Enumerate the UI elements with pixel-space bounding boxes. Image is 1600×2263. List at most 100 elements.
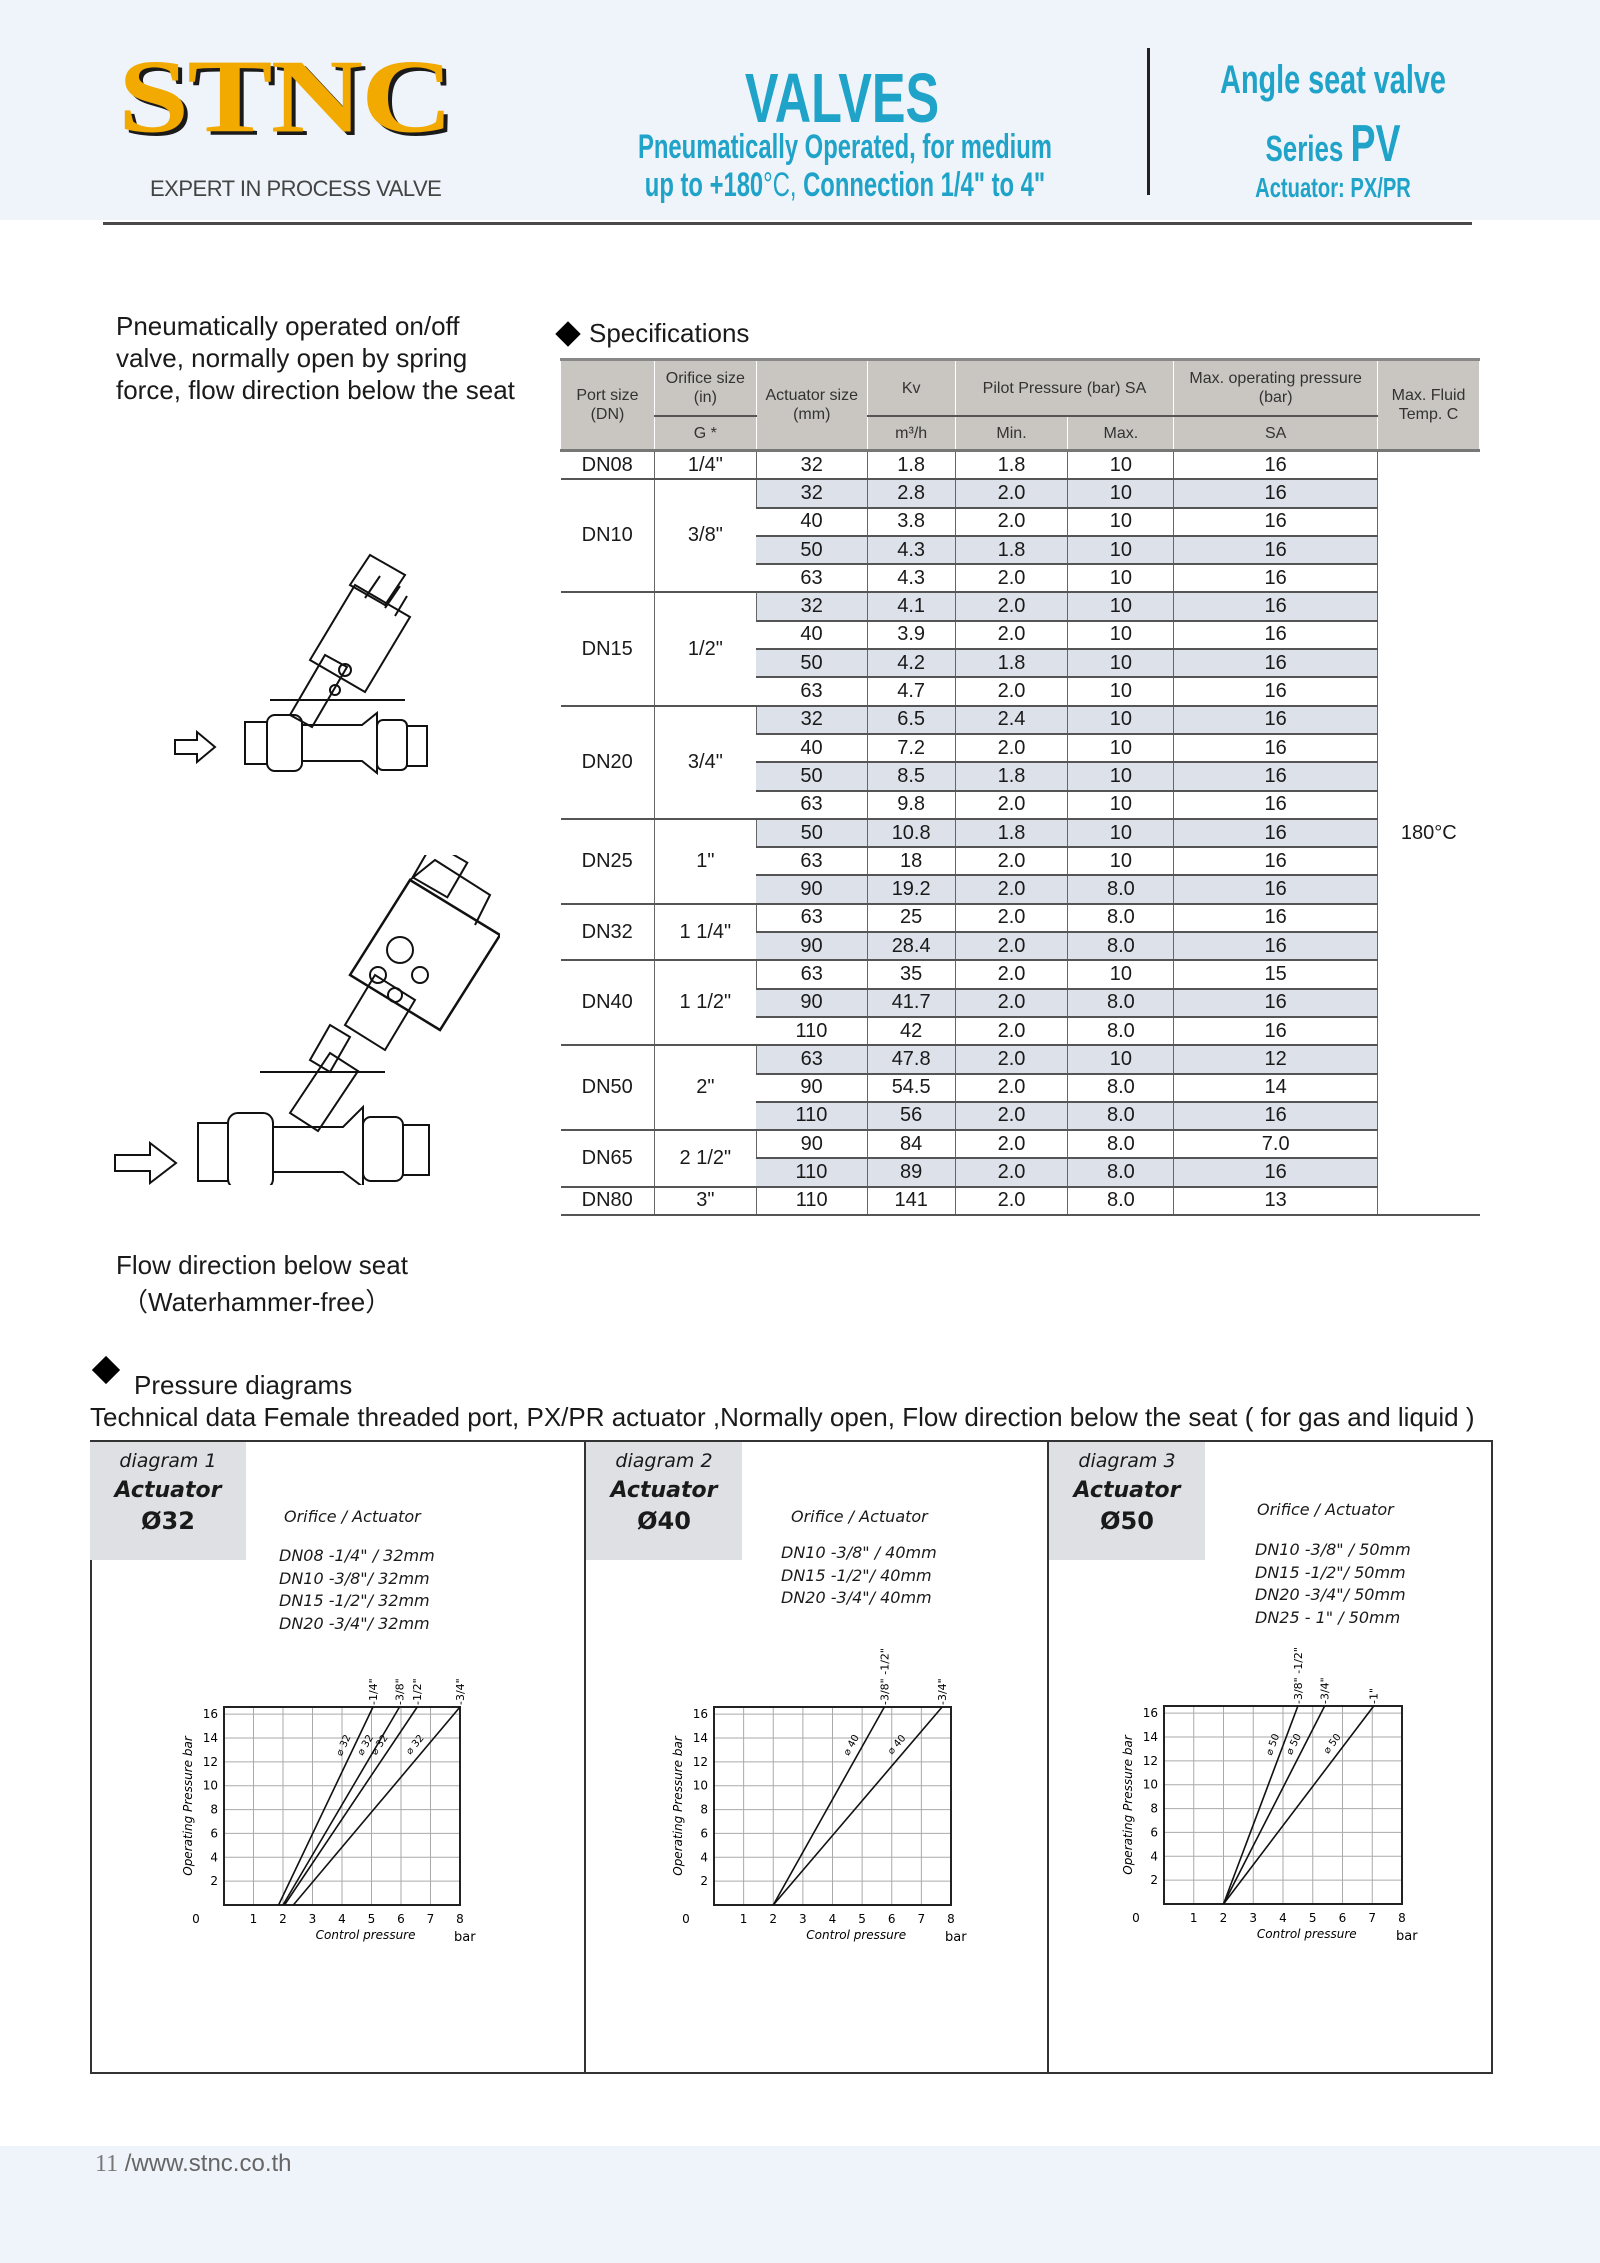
pilot-min-cell: 2.0 <box>954 1073 1068 1103</box>
x-tick-label: 0 <box>682 1912 690 1926</box>
y-tick-label: 4 <box>700 1850 708 1864</box>
table-row: DN20 3/4" 32 6.5 2.4 10 16 <box>560 705 1480 820</box>
pilot-min-cell: 2.0 <box>954 592 1068 622</box>
table-row: DN32 1 1/4" 63 25 2.0 8.0 16 <box>560 903 1480 962</box>
actuator-cell: 40 <box>756 620 868 651</box>
table-row: 110 56 2.0 8.0 16 <box>561 1101 1480 1132</box>
specifications-table: Port size (DN) Orifice size (in) Actuato… <box>560 358 1480 1217</box>
x-axis-unit: bar <box>454 1930 476 1945</box>
actuator-cell: 90 <box>756 988 868 1018</box>
series-code: PV <box>1350 115 1401 173</box>
pilot-max-cell: 10 <box>1067 535 1174 566</box>
table-row: 90 41.7 2.0 8.0 16 <box>561 988 1480 1018</box>
table-row: DN80 3" 110 141 2.0 8.0 13 <box>560 1186 1480 1217</box>
series-line-label: ⌀ 50 <box>1322 1732 1344 1756</box>
x-tick-label: 6 <box>888 1912 896 1926</box>
port-size-cell: DN80 <box>560 1186 655 1217</box>
max-op-cell: 16 <box>1173 649 1378 679</box>
series-name-label: -3/4" <box>1319 1677 1332 1704</box>
col-port-size: Port size (DN) <box>560 358 655 451</box>
col-kv-unit: m³/h <box>866 415 956 451</box>
x-tick-label: 5 <box>368 1912 376 1926</box>
pilot-min-cell: 2.0 <box>954 1186 1068 1217</box>
series-prefix: Series <box>1265 128 1351 169</box>
pilot-min-cell: 2.0 <box>954 1045 1068 1075</box>
col-max-op: Max. operating pressure (bar) <box>1173 358 1379 416</box>
y-tick-label: 12 <box>203 1755 218 1769</box>
footer-band <box>0 2146 1600 2263</box>
y-tick-label: 8 <box>1150 1802 1158 1816</box>
flow-arrow-icon <box>114 1140 178 1185</box>
table-row: 63 4.7 2.0 10 16 <box>561 677 1480 707</box>
diagram-divider <box>584 1440 586 2074</box>
header-rule <box>103 222 1472 225</box>
kv-cell: 4.2 <box>866 649 956 679</box>
table-row: 90 54.5 2.0 8.0 14 <box>561 1073 1480 1103</box>
actuator-cell: 90 <box>756 932 868 962</box>
orifice-list-item: DN10 -3/8" / 40mm <box>781 1543 937 1562</box>
kv-cell: 6.5 <box>866 705 956 735</box>
x-tick-label: 7 <box>918 1912 926 1926</box>
header-subtitle-1: Pneumatically Operated, for medium <box>638 128 1052 166</box>
max-op-cell: 16 <box>1173 1016 1378 1047</box>
orifice-list-item: DN20 -3/4"/ 32mm <box>279 1613 430 1633</box>
pilot-min-cell: 1.8 <box>954 535 1068 566</box>
kv-cell: 4.3 <box>866 535 956 566</box>
orifice-list-item: DN20 -3/4"/ 50mm <box>1255 1585 1406 1604</box>
pilot-max-cell: 10 <box>1067 649 1174 679</box>
y-tick-label: 12 <box>1143 1754 1158 1768</box>
pilot-max-cell: 10 <box>1067 620 1174 651</box>
port-size-cell: DN15 <box>560 592 655 707</box>
actuator-cell: 63 <box>755 903 868 934</box>
y-axis-label: Operating Pressure bar <box>181 1735 195 1876</box>
port-size-cell: DN25 <box>560 818 655 905</box>
series-name-label: -3/8" -1/2" <box>1292 1647 1305 1704</box>
actuator-cell: 32 <box>755 705 868 735</box>
y-tick-label: 8 <box>210 1803 218 1817</box>
port-size-cell: DN32 <box>560 903 655 962</box>
kv-cell: 35 <box>866 960 956 990</box>
actuator-cell: 110 <box>756 1101 868 1132</box>
table-row: 40 3.8 2.0 10 16 <box>561 507 1480 537</box>
x-tick-label: 2 <box>1220 1911 1228 1925</box>
max-op-cell: 16 <box>1173 790 1378 820</box>
series-name-label: -3/8" -1/2" <box>878 1648 891 1705</box>
series-line <box>283 1706 418 1906</box>
max-op-cell: 16 <box>1173 535 1378 566</box>
orifice-list-item: DN10 -3/8"/ 32mm <box>279 1568 430 1588</box>
table-row: 90 28.4 2.0 8.0 16 <box>561 932 1480 962</box>
max-op-cell: 15 <box>1173 960 1378 990</box>
pilot-min-cell: 2.0 <box>954 507 1068 537</box>
max-op-cell: 16 <box>1173 564 1378 594</box>
orifice-list-item: DN15 -1/2"/ 32mm <box>279 1591 430 1610</box>
actuator-size: Ø50 <box>1100 1507 1154 1535</box>
max-op-cell: 16 <box>1173 988 1378 1018</box>
orifice-cell: 2 1/2" <box>653 1130 757 1188</box>
kv-cell: 41.7 <box>866 988 956 1018</box>
actuator-cell: 110 <box>755 1186 868 1217</box>
actuator-cell: 63 <box>756 847 868 877</box>
pilot-min-cell: 2.0 <box>954 733 1068 764</box>
port-size-cell: DN65 <box>560 1130 655 1188</box>
pressure-heading: Pressure diagrams <box>134 1370 353 1400</box>
diamond-bullet-icon <box>555 321 581 347</box>
logo-tagline: EXPERT IN PROCESS VALVE <box>150 176 442 201</box>
table-row: DN08 1/4" 32 1.8 1.8 10 16 180°C <box>560 450 1480 1217</box>
orifice-list-item: DN25 - 1" / 50mm <box>1255 1607 1401 1627</box>
orifice-cell: 3/4" <box>653 705 757 820</box>
y-tick-label: 16 <box>693 1707 708 1721</box>
table-row: DN65 2 1/2" 90 84 2.0 8.0 7.0 <box>560 1130 1480 1188</box>
x-tick-label: 5 <box>858 1912 866 1926</box>
series-line <box>292 1706 461 1906</box>
max-op-cell: 16 <box>1173 450 1378 481</box>
series-line <box>772 1706 886 1906</box>
pilot-max-cell: 8.0 <box>1067 1130 1174 1160</box>
y-tick-label: 10 <box>693 1779 708 1793</box>
max-temp-cell: 180°C <box>1377 450 1480 1217</box>
x-tick-label: 7 <box>1368 1911 1376 1925</box>
pilot-max-cell: 8.0 <box>1067 1186 1174 1217</box>
website-link[interactable]: /www.stnc.co.th <box>124 2150 292 2177</box>
kv-cell: 42 <box>866 1016 956 1047</box>
flow-caption: Flow direction below seat <box>116 1250 408 1280</box>
